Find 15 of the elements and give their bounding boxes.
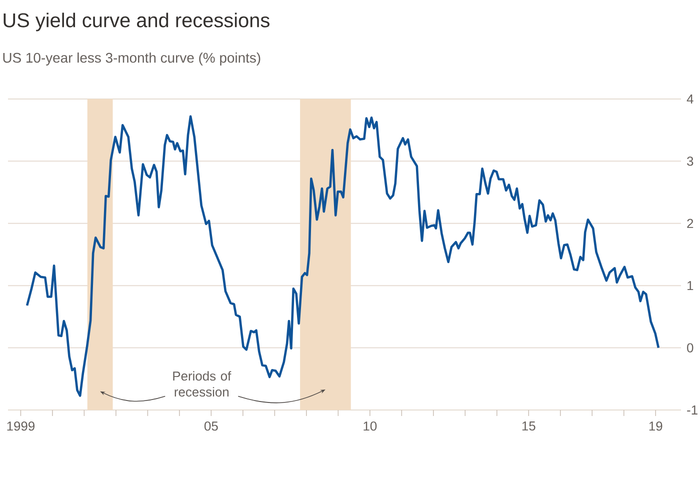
x-tick-label: 19 xyxy=(649,422,662,431)
x-tick-label: 15 xyxy=(522,422,536,431)
y-tick-label: 2 xyxy=(687,218,694,228)
x-tick-label: 1999 xyxy=(7,422,34,431)
y-tick-label: 3 xyxy=(687,156,694,166)
y-tick-label: 1 xyxy=(688,281,694,290)
chart-subtitle: US 10-year less 3-month curve (% points) xyxy=(3,52,260,66)
annotation: Periods of recession xyxy=(173,371,232,397)
x-tick-label: 05 xyxy=(204,422,218,431)
chart-title: US yield curve and recessions xyxy=(4,12,270,32)
line-series xyxy=(26,115,660,397)
y-tick-label: 0 xyxy=(687,343,694,352)
x-tick-label: 10 xyxy=(364,422,377,431)
y-tick-label: -1 xyxy=(687,406,698,414)
y-tick-label: 4 xyxy=(686,94,694,104)
